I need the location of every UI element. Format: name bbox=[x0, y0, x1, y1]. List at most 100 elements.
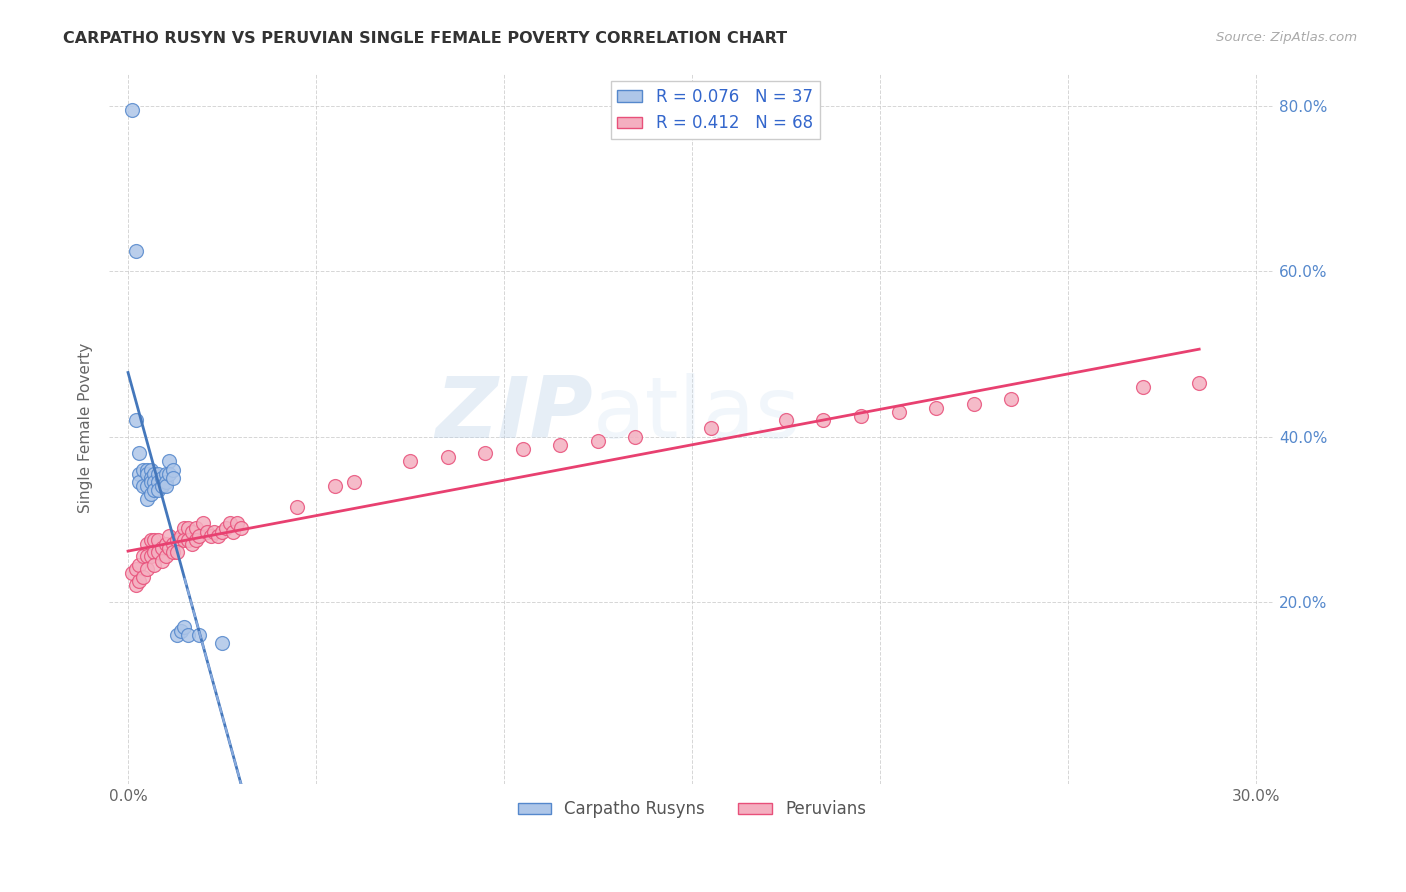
Point bbox=[135, 463, 157, 477]
Point bbox=[699, 421, 721, 435]
Point bbox=[150, 553, 173, 567]
Point bbox=[135, 549, 157, 564]
Point bbox=[121, 103, 143, 118]
Point bbox=[143, 475, 166, 489]
Point bbox=[143, 545, 166, 559]
Point bbox=[128, 475, 150, 489]
Point bbox=[150, 479, 173, 493]
Point bbox=[474, 446, 496, 460]
Point bbox=[155, 549, 177, 564]
Point bbox=[146, 467, 169, 481]
Point bbox=[132, 570, 155, 584]
Point bbox=[548, 438, 571, 452]
Point bbox=[775, 413, 797, 427]
Point bbox=[169, 624, 191, 638]
Point bbox=[135, 562, 157, 576]
Point bbox=[162, 463, 184, 477]
Point bbox=[963, 396, 986, 410]
Point bbox=[586, 434, 609, 448]
Point bbox=[150, 541, 173, 556]
Point bbox=[139, 549, 162, 564]
Point bbox=[155, 467, 177, 481]
Point bbox=[135, 537, 157, 551]
Point bbox=[155, 479, 177, 493]
Text: atlas: atlas bbox=[593, 373, 801, 456]
Point bbox=[132, 549, 155, 564]
Point bbox=[173, 533, 195, 547]
Point bbox=[1000, 392, 1022, 407]
Point bbox=[188, 628, 211, 642]
Point bbox=[162, 537, 184, 551]
Point bbox=[162, 545, 184, 559]
Point bbox=[139, 471, 162, 485]
Point bbox=[200, 529, 222, 543]
Point bbox=[181, 537, 204, 551]
Point bbox=[181, 524, 204, 539]
Point bbox=[146, 483, 169, 498]
Point bbox=[135, 479, 157, 493]
Point bbox=[128, 446, 150, 460]
Point bbox=[135, 467, 157, 481]
Point bbox=[169, 529, 191, 543]
Point bbox=[135, 491, 157, 506]
Point bbox=[211, 524, 233, 539]
Point bbox=[162, 471, 184, 485]
Point bbox=[173, 620, 195, 634]
Point bbox=[143, 483, 166, 498]
Point bbox=[173, 520, 195, 534]
Point bbox=[184, 533, 207, 547]
Point bbox=[188, 529, 211, 543]
Point bbox=[925, 401, 948, 415]
Point bbox=[128, 558, 150, 572]
Point bbox=[166, 628, 188, 642]
Point bbox=[146, 545, 169, 559]
Y-axis label: Single Female Poverty: Single Female Poverty bbox=[79, 343, 93, 514]
Point bbox=[143, 533, 166, 547]
Point bbox=[813, 413, 835, 427]
Point bbox=[229, 520, 252, 534]
Point bbox=[146, 475, 169, 489]
Point bbox=[177, 628, 200, 642]
Point bbox=[512, 442, 534, 456]
Point bbox=[128, 467, 150, 481]
Point bbox=[207, 529, 229, 543]
Point bbox=[143, 558, 166, 572]
Point bbox=[1132, 380, 1154, 394]
Point bbox=[121, 566, 143, 580]
Point bbox=[624, 429, 647, 443]
Point bbox=[399, 454, 422, 468]
Point bbox=[139, 487, 162, 501]
Point bbox=[132, 463, 155, 477]
Point bbox=[849, 409, 872, 423]
Point bbox=[177, 533, 200, 547]
Point bbox=[124, 578, 146, 592]
Point bbox=[132, 479, 155, 493]
Point bbox=[342, 475, 364, 489]
Point bbox=[124, 244, 146, 258]
Point bbox=[218, 516, 240, 531]
Point bbox=[215, 520, 238, 534]
Text: CARPATHO RUSYN VS PERUVIAN SINGLE FEMALE POVERTY CORRELATION CHART: CARPATHO RUSYN VS PERUVIAN SINGLE FEMALE… bbox=[63, 31, 787, 46]
Point bbox=[226, 516, 249, 531]
Point bbox=[150, 471, 173, 485]
Point bbox=[222, 524, 245, 539]
Point bbox=[887, 405, 910, 419]
Point bbox=[157, 541, 180, 556]
Point bbox=[139, 475, 162, 489]
Point bbox=[195, 524, 218, 539]
Point bbox=[211, 636, 233, 650]
Point bbox=[128, 574, 150, 589]
Point bbox=[124, 413, 146, 427]
Point bbox=[139, 463, 162, 477]
Point bbox=[166, 533, 188, 547]
Point bbox=[166, 545, 188, 559]
Point bbox=[323, 479, 346, 493]
Point bbox=[285, 500, 308, 514]
Point bbox=[184, 520, 207, 534]
Point bbox=[177, 520, 200, 534]
Point bbox=[139, 533, 162, 547]
Point bbox=[157, 454, 180, 468]
Point bbox=[155, 475, 177, 489]
Point bbox=[204, 524, 226, 539]
Point bbox=[436, 450, 458, 465]
